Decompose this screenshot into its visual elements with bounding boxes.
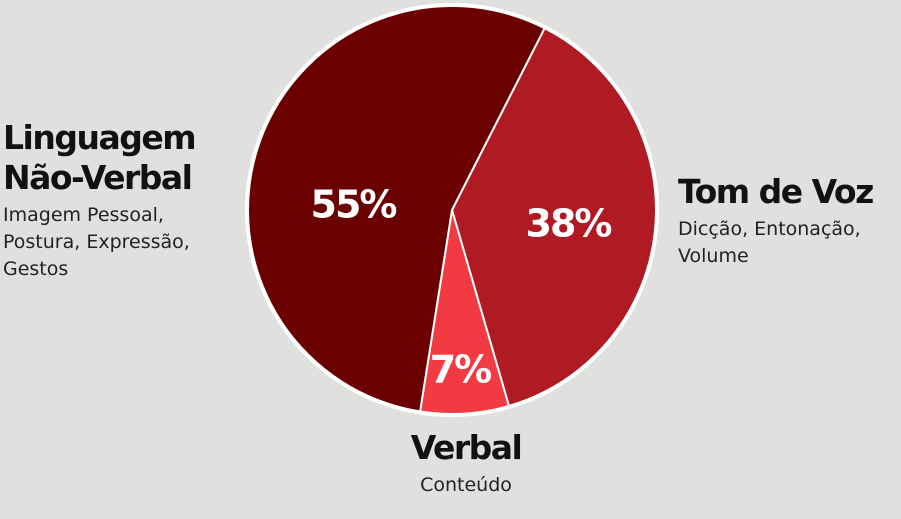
legend-description: Conteúdo (420, 474, 512, 496)
legend-title: Verbal (410, 428, 523, 467)
legend-block: Linguagem Não-Verbal Imagem Pessoal, Pos… (3, 118, 239, 283)
legend-description: Dicção, Entonação, Volume (678, 218, 861, 267)
legend-description: Imagem Pessoal, Postura, Expressão, Gest… (3, 204, 190, 280)
legend-title: Linguagem Não-Verbal (3, 118, 197, 197)
legend-block: Verbal Conteúdo (380, 428, 552, 499)
value-label: 55% (311, 183, 397, 227)
value-label: 38% (526, 202, 612, 246)
legend-title: Tom de Voz (678, 172, 874, 211)
pie-border (245, 3, 659, 417)
legend-block: Tom de Voz Dicção, Entonação, Volume (678, 172, 900, 270)
value-label: 7% (430, 348, 491, 392)
